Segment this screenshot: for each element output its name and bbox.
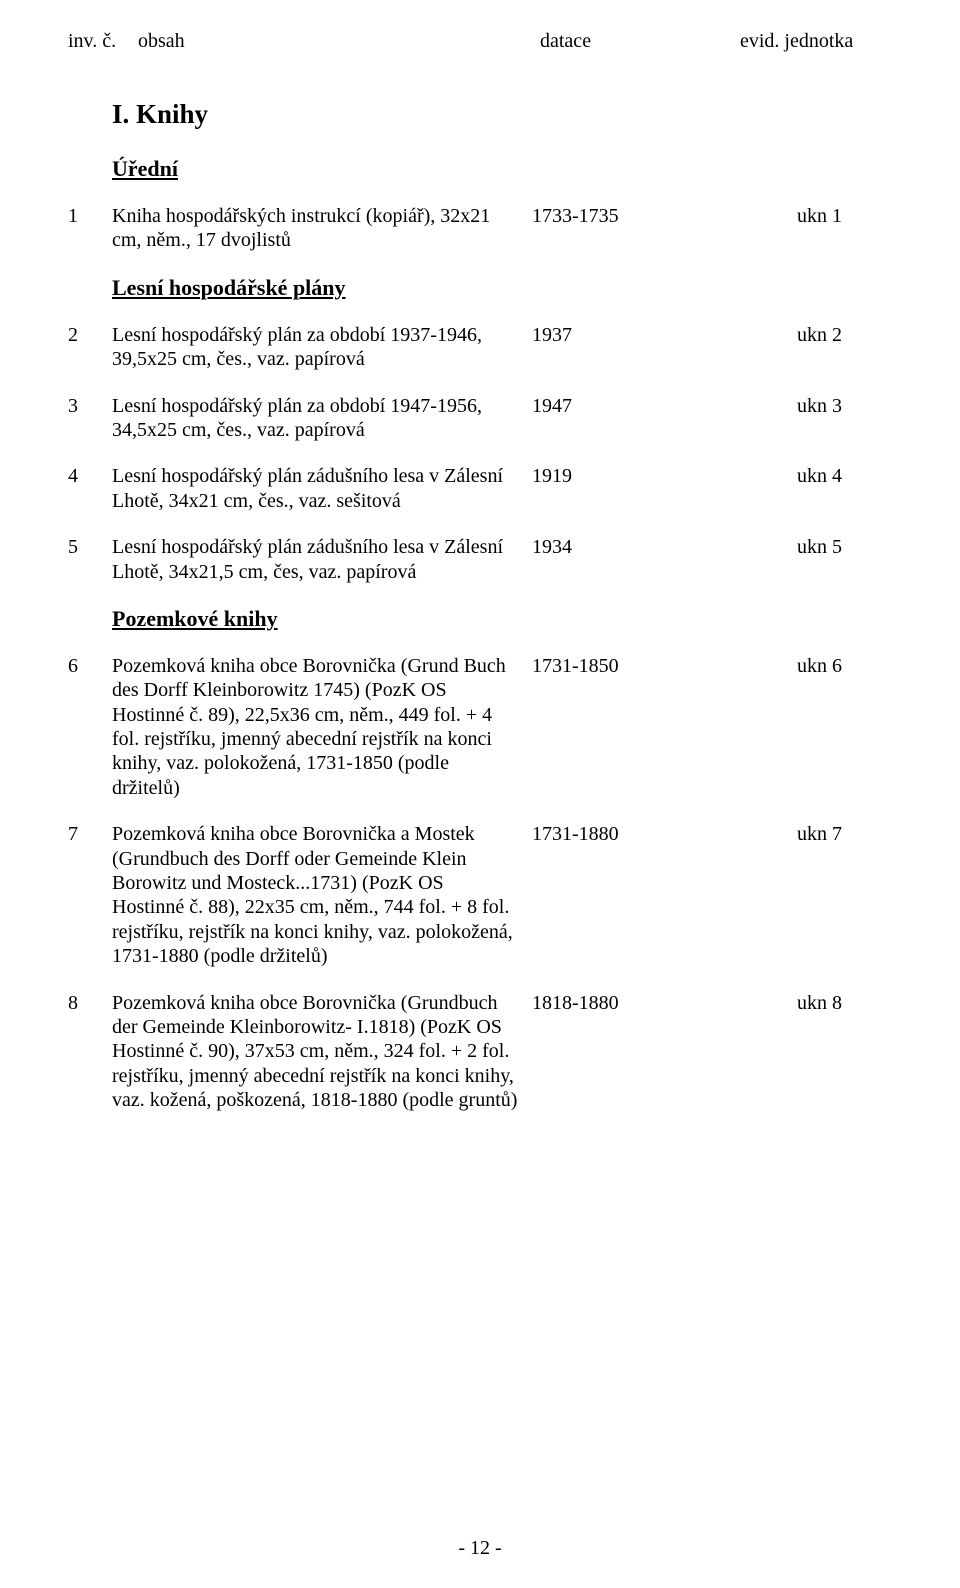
entry-inv: 3: [68, 394, 112, 443]
entry-inv: 1: [68, 204, 112, 253]
entry-desc: Lesní hospodářský plán zádušního lesa v …: [112, 535, 532, 584]
entry-date: 1937: [532, 323, 732, 372]
entry-inv: 8: [68, 991, 112, 1113]
entry-inv: 2: [68, 323, 112, 372]
entry-inv: 4: [68, 464, 112, 513]
header-obsah: obsah: [138, 30, 540, 53]
entry-row: 6 Pozemková kniha obce Borovnička (Grund…: [68, 654, 880, 800]
entry-desc: Lesní hospodářský plán za období 1937-19…: [112, 323, 532, 372]
entry-unit: ukn 8: [732, 991, 842, 1113]
entry-unit: ukn 4: [732, 464, 842, 513]
entry-row: 7 Pozemková kniha obce Borovnička a Most…: [68, 822, 880, 968]
page: inv. č. obsah datace evid. jednotka I. K…: [0, 0, 960, 1588]
entry-unit: ukn 3: [732, 394, 842, 443]
entry-desc: Lesní hospodářský plán zádušního lesa v …: [112, 464, 532, 513]
entry-date: 1934: [532, 535, 732, 584]
entry-inv: 6: [68, 654, 112, 800]
subsection-uredni: Úřední: [112, 156, 880, 182]
section-title: I. Knihy: [112, 99, 880, 130]
entry-desc: Pozemková kniha obce Borovnička a Mostek…: [112, 822, 532, 968]
subsection-lesni: Lesní hospodářské plány: [112, 275, 880, 301]
entry-date: 1731-1880: [532, 822, 732, 968]
subsection-pozemkove: Pozemkové knihy: [112, 606, 880, 632]
entry-inv: 7: [68, 822, 112, 968]
header-datace: datace: [540, 30, 740, 53]
entry-row: 8 Pozemková kniha obce Borovnička (Grund…: [68, 991, 880, 1113]
entry-unit: ukn 7: [732, 822, 842, 968]
entry-unit: ukn 6: [732, 654, 842, 800]
header-inv: inv. č.: [68, 30, 138, 53]
entry-date: 1731-1850: [532, 654, 732, 800]
entry-unit: ukn 2: [732, 323, 842, 372]
entry-unit: ukn 1: [732, 204, 842, 253]
entry-date: 1919: [532, 464, 732, 513]
header-evid: evid. jednotka: [740, 30, 880, 53]
entry-row: 5 Lesní hospodářský plán zádušního lesa …: [68, 535, 880, 584]
entry-desc: Pozemková kniha obce Borovnička (Grund B…: [112, 654, 532, 800]
entry-row: 4 Lesní hospodářský plán zádušního lesa …: [68, 464, 880, 513]
column-header-row: inv. č. obsah datace evid. jednotka: [68, 30, 880, 53]
entry-row: 3 Lesní hospodářský plán za období 1947-…: [68, 394, 880, 443]
entry-unit: ukn 5: [732, 535, 842, 584]
entry-date: 1733-1735: [532, 204, 732, 253]
entry-row: 1 Kniha hospodářských instrukcí (kopiář)…: [68, 204, 880, 253]
entry-desc: Kniha hospodářských instrukcí (kopiář), …: [112, 204, 532, 253]
entry-desc: Pozemková kniha obce Borovnička (Grundbu…: [112, 991, 532, 1113]
page-number: - 12 -: [0, 1537, 960, 1560]
entry-inv: 5: [68, 535, 112, 584]
entry-date: 1818-1880: [532, 991, 732, 1113]
entry-desc: Lesní hospodářský plán za období 1947-19…: [112, 394, 532, 443]
entry-row: 2 Lesní hospodářský plán za období 1937-…: [68, 323, 880, 372]
entry-date: 1947: [532, 394, 732, 443]
